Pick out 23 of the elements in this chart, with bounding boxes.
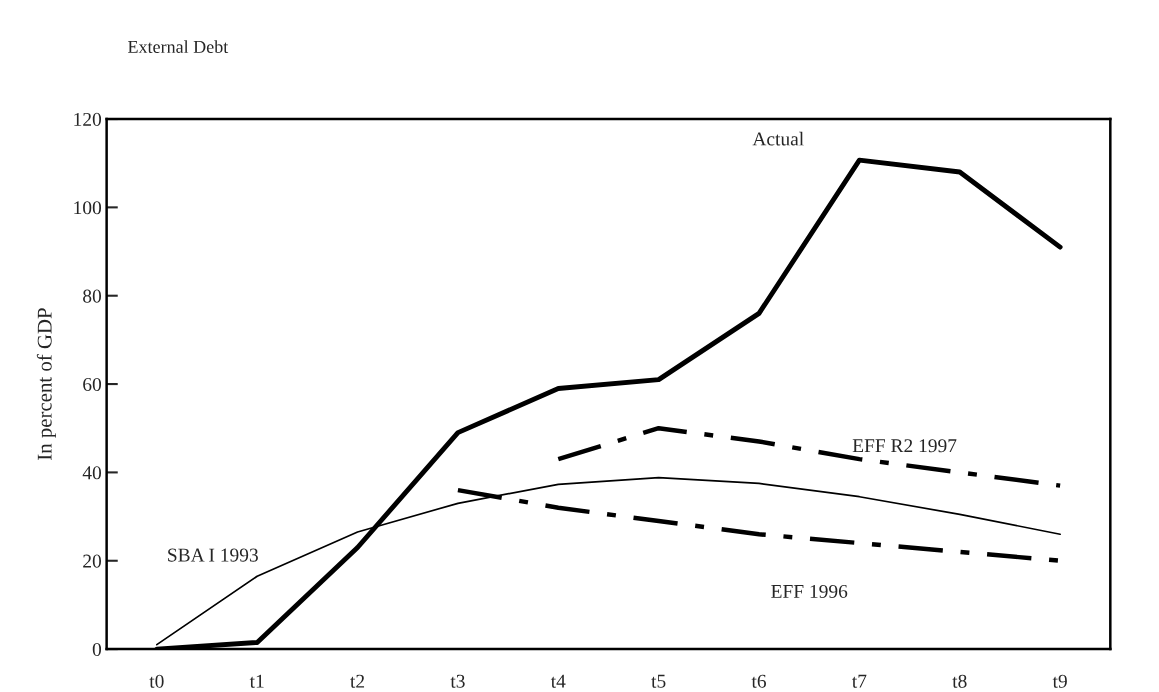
- text: EFF 1996: [771, 584, 848, 598]
- x-tick-label: t6: [751, 674, 767, 688]
- text: Actual: [752, 131, 804, 146]
- y-tick-label: 100: [74, 201, 102, 215]
- x-tick-label: t4: [550, 674, 566, 688]
- series-label: EFF R2 1997: [852, 439, 957, 453]
- y-tick-label: 20: [83, 554, 102, 568]
- x-tick-label: t0: [149, 674, 164, 688]
- x-tick-label: t7: [852, 674, 867, 688]
- y-tick-label: 60: [83, 377, 102, 391]
- y-tick-label: 40: [82, 466, 102, 480]
- x-tick-label: t2: [350, 674, 365, 688]
- y-tick-label: 0: [92, 642, 102, 657]
- y-tick-label: 120: [74, 112, 102, 126]
- x-tick-label: t5: [651, 674, 666, 688]
- x-tick-label: t9: [1052, 674, 1067, 688]
- y-tick-label: 80: [83, 289, 102, 303]
- series-label: SBA I 1993: [168, 548, 258, 562]
- x-tick-label: t1: [249, 674, 264, 688]
- chart-title: External Debt: [128, 40, 229, 53]
- y-axis-title: In percent of GDP: [36, 308, 56, 460]
- x-tick-label: t3: [450, 674, 465, 688]
- x-tick-label: t8: [952, 674, 967, 688]
